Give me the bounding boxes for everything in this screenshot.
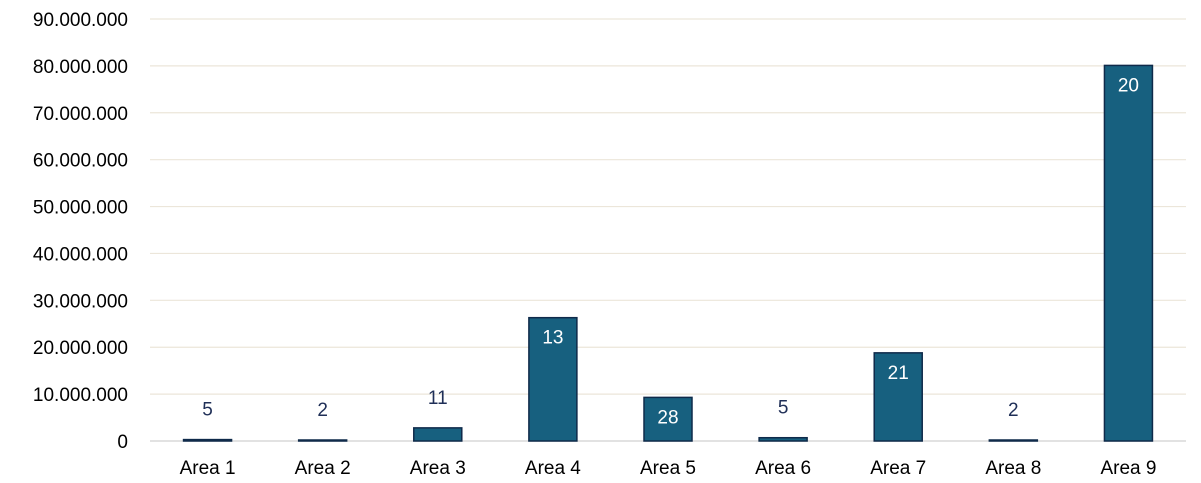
x-category-label: Area 2 (295, 458, 351, 479)
y-tick-label: 90.000.000 (33, 10, 128, 31)
bar-area-9 (1103, 64, 1154, 442)
bar-area-3 (413, 427, 463, 442)
y-tick-label: 50.000.000 (33, 198, 128, 219)
y-tick-label: 0 (117, 432, 128, 453)
bar-area-2 (297, 439, 348, 442)
bar-area-4 (528, 316, 578, 442)
data-label: 21 (888, 363, 909, 384)
x-category-label: Area 7 (870, 458, 926, 479)
x-category-label: Area 6 (755, 458, 811, 479)
bar-area-5 (643, 396, 693, 442)
y-tick-label: 40.000.000 (33, 244, 128, 265)
x-category-label: Area 5 (640, 458, 696, 479)
x-category-label: Area 1 (180, 458, 236, 479)
data-label: 2 (1008, 400, 1019, 421)
bar-area-1 (182, 438, 233, 442)
data-label: 13 (542, 328, 563, 349)
data-label: 20 (1118, 75, 1139, 96)
x-category-label: Area 4 (525, 458, 581, 479)
bar-area-7 (873, 352, 923, 442)
data-label: 2 (317, 400, 328, 421)
y-tick-label: 80.000.000 (33, 57, 128, 78)
x-axis-category-labels: Area 1 Area 2 Area 3 Area 4 Area 5 Area 6 Area… (180, 458, 1157, 479)
y-tick-label: 70.000.000 (33, 104, 128, 125)
bar-area-8 (988, 439, 1039, 442)
x-category-label: Area 3 (410, 458, 466, 479)
data-label: 28 (657, 407, 678, 428)
data-label: 5 (778, 398, 789, 419)
data-labels: 5 2 11 13 28 5 21 2 20 (202, 75, 1139, 428)
y-axis-tick-labels: 0 10.000.000 20.000.000 30.000.000 40.000.00… (33, 10, 128, 453)
bar-area-6 (758, 436, 808, 442)
bars (182, 64, 1154, 442)
y-tick-label: 10.000.000 (33, 385, 128, 406)
gridlines (150, 18, 1186, 442)
data-label: 5 (202, 400, 213, 421)
data-label: 11 (428, 388, 448, 409)
y-tick-label: 60.000.000 (33, 151, 128, 172)
x-category-label: Area 9 (1100, 458, 1156, 479)
y-tick-label: 30.000.000 (33, 291, 128, 312)
y-tick-label: 20.000.000 (33, 338, 128, 359)
x-category-label: Area 8 (985, 458, 1041, 479)
